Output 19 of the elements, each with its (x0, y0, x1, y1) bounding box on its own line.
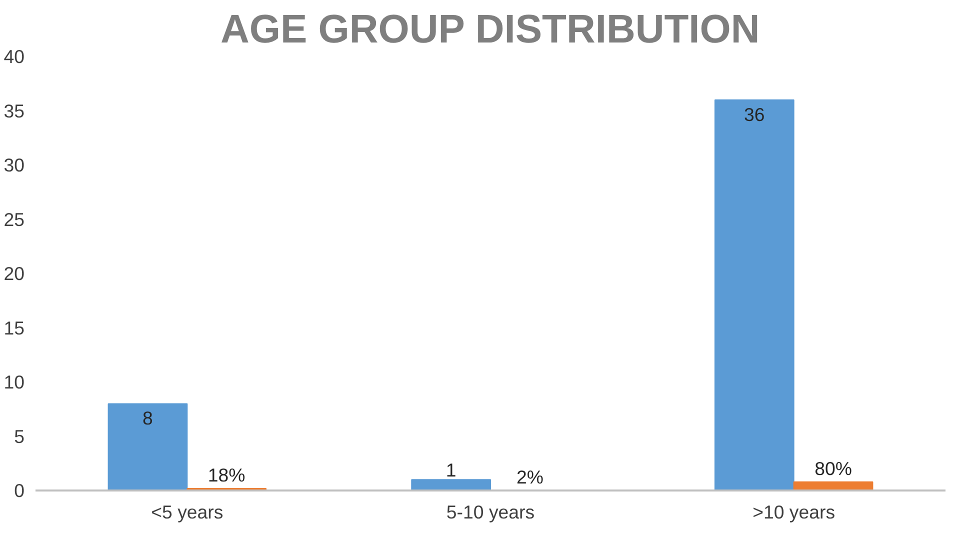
y-tick-label: 15 (4, 317, 25, 338)
y-tick-label: 10 (4, 372, 25, 392)
y-tick-label: 20 (4, 263, 25, 284)
y-tick-label: 30 (4, 154, 25, 176)
x-tick-label: >10 years (752, 502, 836, 522)
x-tick-label: <5 years (151, 502, 224, 522)
data-label: 8 (142, 408, 153, 429)
y-tick-label: 0 (14, 480, 25, 501)
data-label: 18% (208, 464, 246, 486)
chart-title: AGE GROUP DISTRIBUTION (220, 8, 760, 52)
x-tick-label: 5-10 years (446, 502, 535, 522)
data-label: 1 (446, 460, 456, 481)
data-label: 2% (516, 466, 544, 488)
y-tick-label: 35 (4, 100, 25, 122)
data-label: 36 (744, 104, 765, 125)
data-label: 80% (814, 458, 852, 479)
y-tick-label: 5 (14, 426, 25, 447)
y-tick-label: 25 (4, 208, 25, 230)
y-tick-label: 40 (4, 46, 25, 67)
